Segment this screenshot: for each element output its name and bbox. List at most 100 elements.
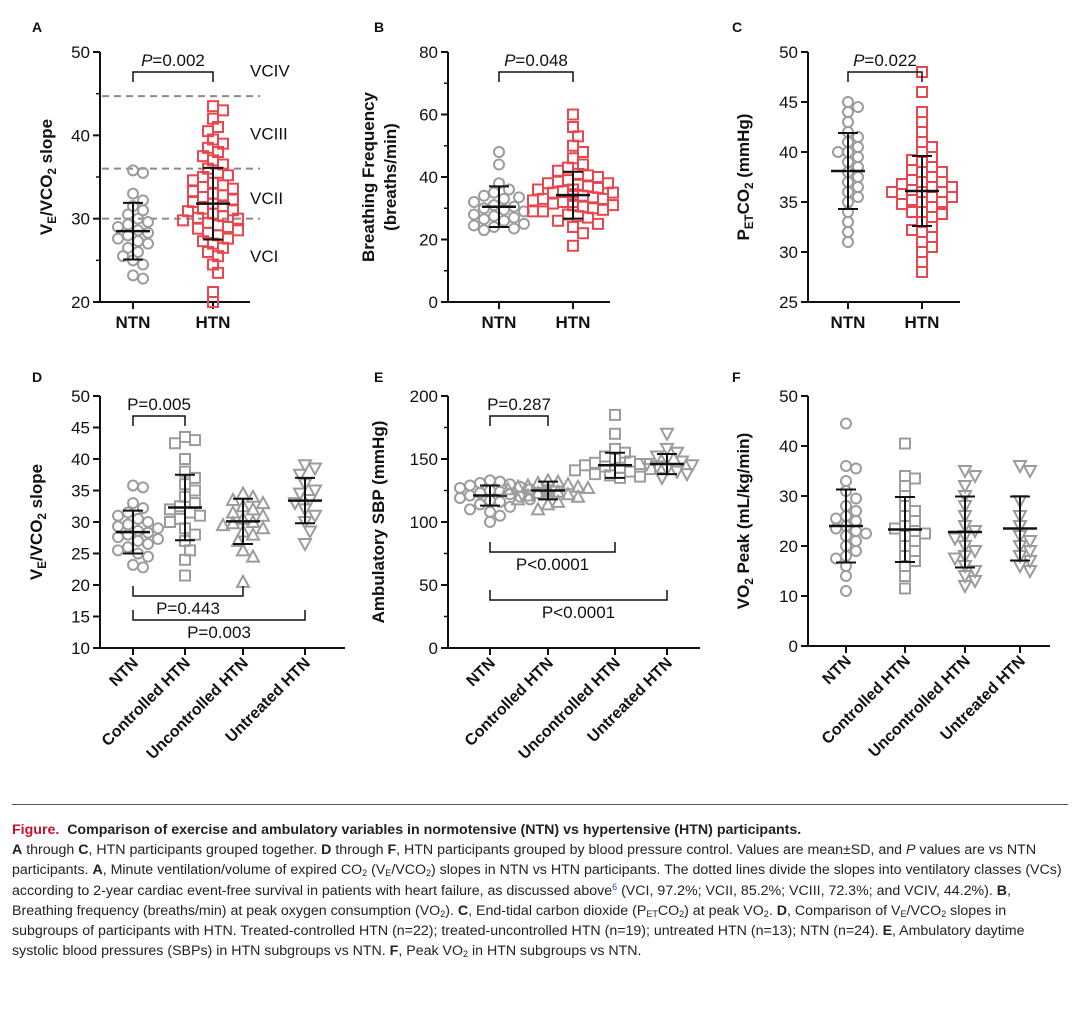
data-point [484,505,496,518]
data-point [179,430,191,443]
data-point [207,100,219,113]
y-tick-label: 30 [779,487,798,506]
series-3 [287,459,323,553]
reference-label: VCIII [250,125,288,144]
data-point [936,166,948,178]
panel-letter: D [32,369,42,385]
data-point [674,455,690,470]
data-point [850,515,862,527]
data-point [967,565,983,580]
data-point [909,472,921,485]
figure-caption: Figure. Comparison of exercise and ambul… [12,820,1070,961]
y-tick-label: 25 [71,545,90,564]
data-point [187,185,199,198]
y-tick-label: 60 [419,106,438,125]
data-point [592,217,604,230]
data-point [916,246,928,258]
data-point [302,525,318,540]
data-point [842,236,854,248]
y-tick-label: 40 [779,437,798,456]
panel-b: B 0 20 40 60 80 Breathing Frequency (breaths/mi… [359,19,619,332]
data-point [122,518,134,531]
data-point [510,491,526,506]
data-point [957,465,973,480]
data-point [896,188,908,200]
data-point [860,527,872,540]
series-0 [112,479,164,574]
data-point [503,183,515,196]
data-point [567,121,579,133]
data-point [899,470,911,482]
data-point [169,437,181,450]
data-point [142,550,154,563]
y-axis-label: VO2 Peak (mL/kg/min) [734,433,755,609]
significance-bracket: P=0.287 [487,395,551,426]
series-3 [1003,460,1038,580]
data-point [468,196,480,208]
bracket-line [132,71,214,82]
data-point [127,558,139,571]
data-point [508,222,520,235]
data-point [498,192,510,205]
data-point [916,256,928,268]
series-2 [947,465,983,595]
data-point [537,205,549,218]
series-2 [215,485,271,588]
y-tick-label: 20 [71,293,90,312]
data-point [307,484,323,499]
data-point [235,485,251,500]
data-point [886,186,898,198]
y-axis-label: PETCO2 (mmHg) [734,114,755,241]
x-tick-label: NTN [820,653,855,688]
data-point [127,269,139,282]
data-point [112,520,124,533]
y-tick-label: 50 [71,43,90,62]
data-point [916,266,928,278]
data-point [287,497,303,512]
data-point [493,146,505,158]
data-point [132,524,144,537]
data-point [142,538,154,551]
data-point [926,171,938,183]
series-1 [888,437,931,595]
series-2 [569,408,656,484]
data-point [217,137,229,150]
data-point [552,214,564,227]
data-point [560,486,576,501]
data-point [292,468,308,483]
data-point [926,141,938,153]
data-point [570,488,586,503]
bracket-label: P=0.443 [156,599,220,618]
data-point [926,241,938,253]
panel-c: C 25 30 35 40 45 50 PETCO2 (mmHg) NTN HTN P=0.022 [732,19,960,332]
data-point [122,241,134,254]
y-tick-label: 20 [71,576,90,595]
bracket-line [489,590,668,601]
data-point [832,146,844,158]
data-point [896,198,908,210]
significance-bracket: P=0.002 [132,51,214,82]
data-point [569,464,581,477]
data-point [245,488,261,503]
y-tick-label: 45 [779,93,798,112]
reference-label: VCI [250,247,278,266]
data-point [127,187,139,200]
data-point [852,151,864,163]
data-point [840,417,852,430]
data-point [842,106,854,118]
data-point [567,152,579,165]
y-tick-label: 10 [779,587,798,606]
data-point [1022,535,1038,550]
data-point [468,219,480,232]
data-point [454,492,466,505]
bracket-line [489,415,549,426]
y-tick-label: 80 [419,43,438,62]
panel-letter: B [374,19,384,35]
data-point [164,503,176,516]
data-point [527,205,539,218]
data-point [520,477,536,492]
data-point [137,272,149,285]
data-point [607,199,619,212]
data-point [194,509,206,522]
